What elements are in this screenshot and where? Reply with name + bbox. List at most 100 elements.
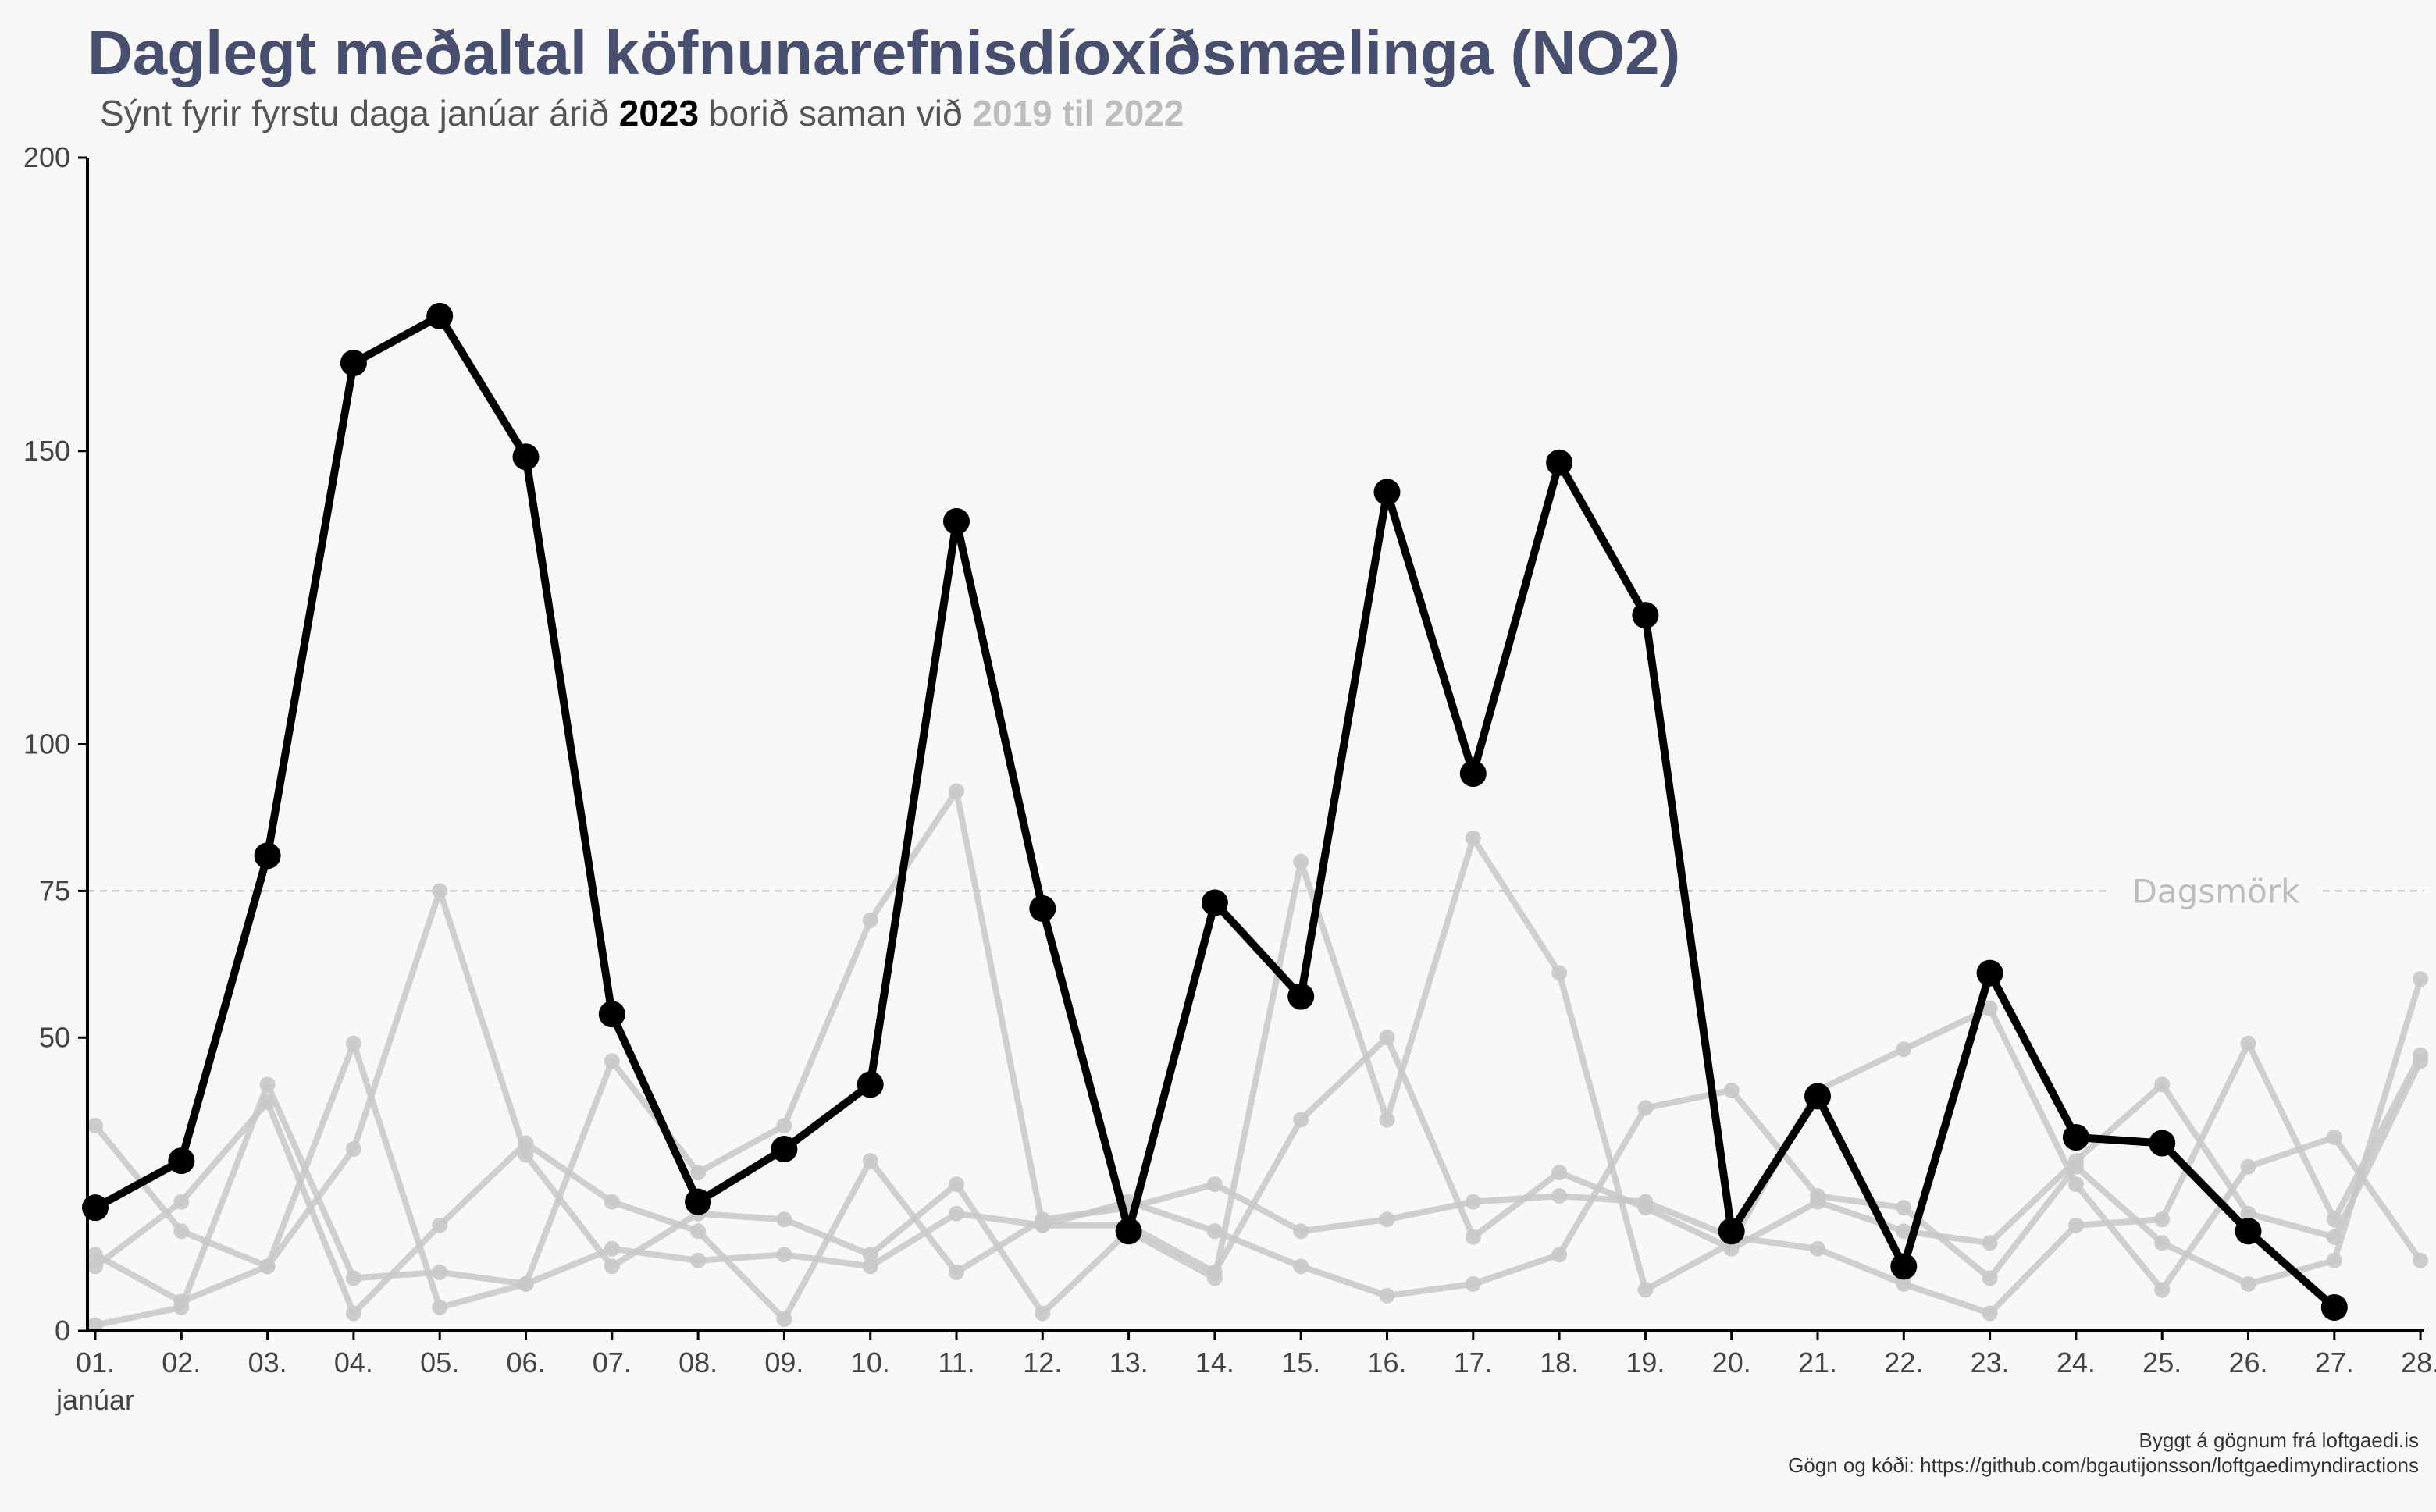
background-series-4-point [1379, 1030, 1395, 1046]
background-series-3-point [1982, 1305, 1998, 1322]
background-series-4-point [259, 1076, 276, 1093]
background-series-1-point [1896, 1041, 1912, 1058]
background-series-4-point [2240, 1205, 2256, 1222]
background-series-4-line [94, 1034, 2424, 1329]
threshold-label: Dagsmörk [2132, 872, 2300, 910]
background-series-3-point [87, 1258, 103, 1275]
background-series-1-point [173, 1223, 190, 1240]
background-series-layer [87, 783, 2429, 1333]
caption-source: Byggt á gögnum frá loftgaedi.is [2139, 1428, 2419, 1452]
highlight-series-point [857, 1071, 884, 1098]
background-series-4-point [2154, 1076, 2171, 1093]
background-series-2-point [87, 1247, 103, 1263]
background-series-3-point [1293, 1223, 1309, 1240]
background-series-2-point [776, 1117, 792, 1133]
background-series-3-point [1551, 1188, 1568, 1204]
x-tick-label: 23. [1971, 1347, 2010, 1379]
y-tick-label: 150 [23, 435, 70, 467]
highlight-series-point [1890, 1253, 1918, 1280]
background-series-4-point [1896, 1223, 1912, 1240]
background-series-2-point [1379, 1287, 1395, 1304]
background-series-3-point [1379, 1211, 1395, 1228]
background-series-2-point [2154, 1235, 2171, 1251]
background-series-2-point [1637, 1100, 1654, 1116]
highlight-series-point [1459, 760, 1487, 788]
background-series-4-point [1293, 1112, 1309, 1128]
highlight-series-point [426, 302, 454, 329]
highlight-series-point [512, 443, 540, 471]
background-series-1-point [1293, 853, 1309, 870]
background-series-4-point [1723, 1240, 1740, 1257]
background-series-2-point [345, 1035, 361, 1051]
background-series-4-point [949, 1205, 964, 1222]
background-series-3-point [432, 1217, 448, 1233]
y-tick-label: 100 [23, 728, 70, 760]
background-series-1-point [345, 1141, 361, 1158]
axes-layer: 0 50 75 100 150 200 01. 02. 03. 04. 05. 06. 07. 08. 09… [23, 141, 2436, 1416]
background-series-3-point [1206, 1176, 1223, 1193]
x-tick-label: 11. [938, 1347, 974, 1379]
x-tick-label: 14. [1195, 1347, 1234, 1379]
y-tick-label: 75 [39, 874, 70, 906]
x-tick-label: 02. [162, 1347, 201, 1379]
background-series-4-point [432, 1264, 448, 1280]
background-series-2-point [2413, 971, 2429, 987]
x-tick-label: 19. [1626, 1347, 1665, 1379]
background-series-4-point [518, 1275, 534, 1292]
background-series-4-point [1465, 1229, 1481, 1245]
subtitle-text-start: Sýnt fyrir fyrstu daga janúar árið [100, 93, 619, 133]
background-series-4-point [604, 1240, 620, 1257]
background-series-2-point [1465, 1275, 1481, 1292]
background-series-4-point [1982, 1235, 1998, 1251]
background-series-4-point [87, 1317, 103, 1333]
background-series-1-point [2240, 1158, 2256, 1175]
highlight-series-point [598, 1001, 625, 1028]
highlight-series-point [1976, 959, 2003, 987]
chart-subtitle: Sýnt fyrir fyrstu daga janúar árið 2023 … [100, 92, 1184, 134]
highlight-series-point [2149, 1130, 2176, 1157]
background-series-2-point [1206, 1223, 1223, 1240]
x-tick-label: 20. [1712, 1347, 1751, 1379]
background-series-2-point [1293, 1258, 1309, 1275]
background-series-4-point [1551, 1165, 1568, 1181]
y-tick-label: 50 [39, 1021, 70, 1053]
background-series-1-point [2326, 1130, 2342, 1146]
highlight-series-point [771, 1136, 798, 1163]
background-series-2-point [949, 783, 964, 799]
x-tick-label: 08. [678, 1347, 718, 1379]
highlight-series-line [93, 311, 2338, 1311]
x-tick-label: 05. [420, 1347, 459, 1379]
highlight-series-point [2320, 1293, 2348, 1321]
x-tick-label: 12. [1023, 1347, 1062, 1379]
background-series-1-point [1551, 965, 1568, 981]
x-tick-label: 26. [2228, 1347, 2267, 1379]
x-tick-label: 28. [2401, 1347, 2436, 1379]
background-series-1-point [604, 1258, 620, 1275]
highlight-series-point [168, 1147, 195, 1175]
background-series-3-point [2154, 1211, 2171, 1228]
background-series-2-point [432, 1299, 448, 1315]
background-series-1-point [1982, 1000, 1998, 1016]
x-tick-label: 06. [506, 1347, 545, 1379]
background-series-4-point [1810, 1194, 1825, 1210]
background-series-2-point [2240, 1275, 2256, 1292]
x-tick-label: 04. [334, 1347, 373, 1379]
highlight-series-point [1804, 1083, 1831, 1110]
x-tick-label: 25. [2142, 1347, 2181, 1379]
background-series-2-point [862, 912, 878, 928]
highlight-series-point [2062, 1124, 2089, 1151]
highlight-series-point [1546, 449, 1573, 476]
background-series-3-line [93, 1040, 2424, 1322]
x-tick-sublabel: janúar [55, 1384, 134, 1416]
background-series-1-point [87, 1117, 103, 1133]
highlight-series-point [1373, 479, 1401, 506]
x-tick-label: 17. [1454, 1347, 1493, 1379]
threshold-layer: Dagsmörk [87, 872, 2424, 910]
background-series-2-point [2326, 1252, 2342, 1268]
background-series-1-point [1637, 1282, 1654, 1298]
background-series-2-point [1723, 1082, 1740, 1098]
subtitle-text-middle: borið saman við [699, 93, 973, 133]
background-series-3-point [1896, 1275, 1912, 1292]
highlight-series-point [254, 842, 281, 870]
